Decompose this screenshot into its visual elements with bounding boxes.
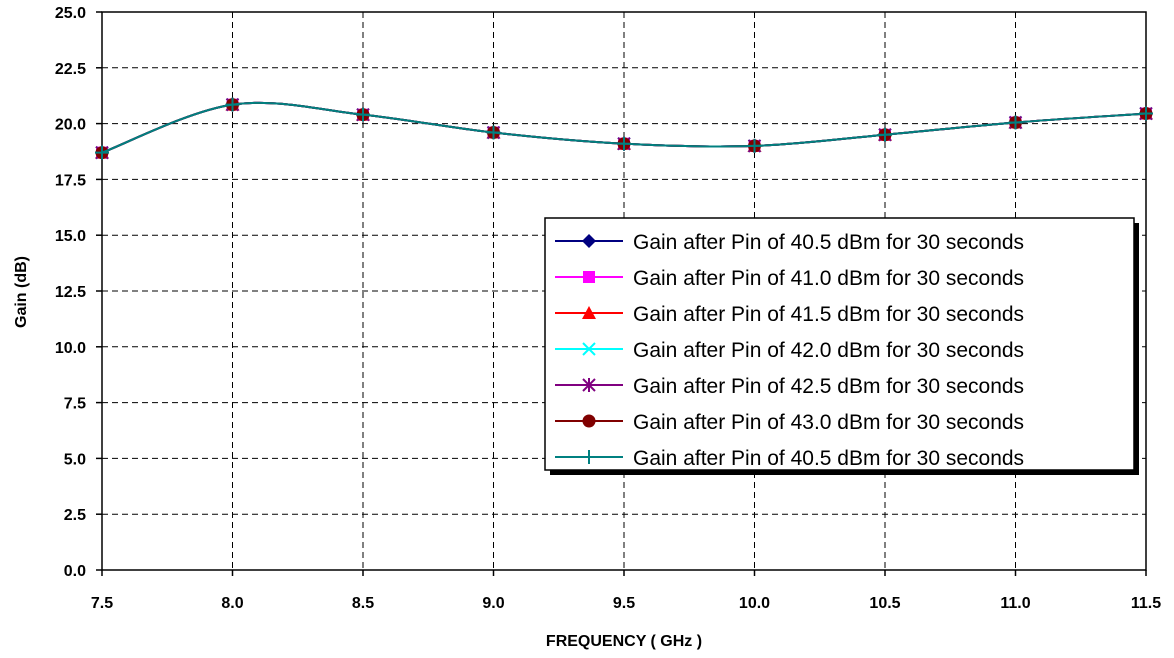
- y-tick-label: 10.0: [55, 340, 86, 357]
- data-point: [1139, 106, 1153, 121]
- legend-label: Gain after Pin of 42.0 dBm for 30 second…: [633, 339, 1024, 362]
- y-tick-label: 5.0: [64, 451, 86, 468]
- data-point: [95, 145, 109, 160]
- x-tick-label: 9.5: [613, 595, 635, 612]
- x-tick-label: 8.5: [352, 595, 374, 612]
- legend-item: Gain after Pin of 41.0 dBm for 30 second…: [555, 267, 1024, 290]
- legend-item: Gain after Pin of 40.5 dBm for 30 second…: [555, 447, 1024, 470]
- legend-marker: [582, 342, 596, 356]
- data-point: [486, 125, 501, 140]
- data-point: [225, 97, 240, 112]
- legend-item: Gain after Pin of 43.0 dBm for 30 second…: [555, 411, 1024, 434]
- y-tick-label: 22.5: [55, 61, 86, 78]
- legend-label: Gain after Pin of 41.5 dBm for 30 second…: [633, 303, 1024, 326]
- legend-marker: [582, 234, 596, 248]
- y-tick-label: 2.5: [64, 507, 86, 524]
- x-axis-tick-labels: 7.5 8.0 8.5 9.0 9.5 10.0 10.5 11.0 11.5: [91, 570, 1161, 612]
- x-tick-label: 7.5: [91, 595, 113, 612]
- x-tick-label: 11.0: [1000, 595, 1030, 612]
- x-tick-label: 8.0: [221, 595, 243, 612]
- legend-label: Gain after Pin of 42.5 dBm for 30 second…: [633, 375, 1024, 398]
- y-tick-label: 15.0: [55, 228, 86, 245]
- legend-label: Gain after Pin of 40.5 dBm for 30 second…: [633, 447, 1024, 470]
- data-point: [356, 107, 370, 122]
- series-7: [95, 97, 1153, 160]
- y-tick-label: 7.5: [64, 396, 86, 413]
- x-tick-label: 10.5: [869, 595, 900, 612]
- legend-label: Gain after Pin of 40.5 dBm for 30 second…: [633, 231, 1024, 254]
- x-tick-label: 9.0: [482, 595, 504, 612]
- x-axis-title: FREQUENCY ( GHz ): [546, 633, 702, 650]
- legend-item: Gain after Pin of 42.0 dBm for 30 second…: [555, 339, 1024, 362]
- y-tick-label: 20.0: [55, 117, 86, 134]
- y-tick-label: 0.0: [64, 563, 86, 580]
- legend-label: Gain after Pin of 43.0 dBm for 30 second…: [633, 411, 1024, 434]
- x-tick-label: 10.0: [739, 595, 770, 612]
- y-tick-label: 25.0: [55, 5, 86, 22]
- legend-item: Gain after Pin of 42.5 dBm for 30 second…: [555, 375, 1024, 398]
- legend-box: [544, 217, 1135, 471]
- legend-marker: [582, 378, 596, 392]
- data-point: [1008, 115, 1023, 130]
- legend-marker: [583, 271, 595, 283]
- y-tick-label: 12.5: [55, 284, 86, 301]
- data-point: [617, 136, 631, 151]
- legend-marker: [582, 450, 596, 464]
- legend-marker: [582, 306, 596, 319]
- y-tick-label: 17.5: [55, 172, 86, 189]
- legend-label: Gain after Pin of 41.0 dBm for 30 second…: [633, 267, 1024, 290]
- legend-marker: [582, 414, 596, 428]
- legend-item: Gain after Pin of 40.5 dBm for 30 second…: [555, 231, 1024, 254]
- data-point: [878, 127, 892, 142]
- x-tick-label: 11.5: [1131, 595, 1161, 612]
- data-point: [747, 138, 762, 153]
- y-axis-title: Gain (dB): [13, 256, 30, 328]
- legend-item: Gain after Pin of 41.5 dBm for 30 second…: [555, 303, 1024, 326]
- y-axis-tick-labels: 0.0 2.5 5.0 7.5 10.0 12.5 15.0 17.5 20.0 22.5 25.0: [55, 5, 102, 580]
- legend: Gain after Pin of 40.5 dBm for 30 second…: [544, 217, 1139, 475]
- series-group: [95, 97, 1153, 160]
